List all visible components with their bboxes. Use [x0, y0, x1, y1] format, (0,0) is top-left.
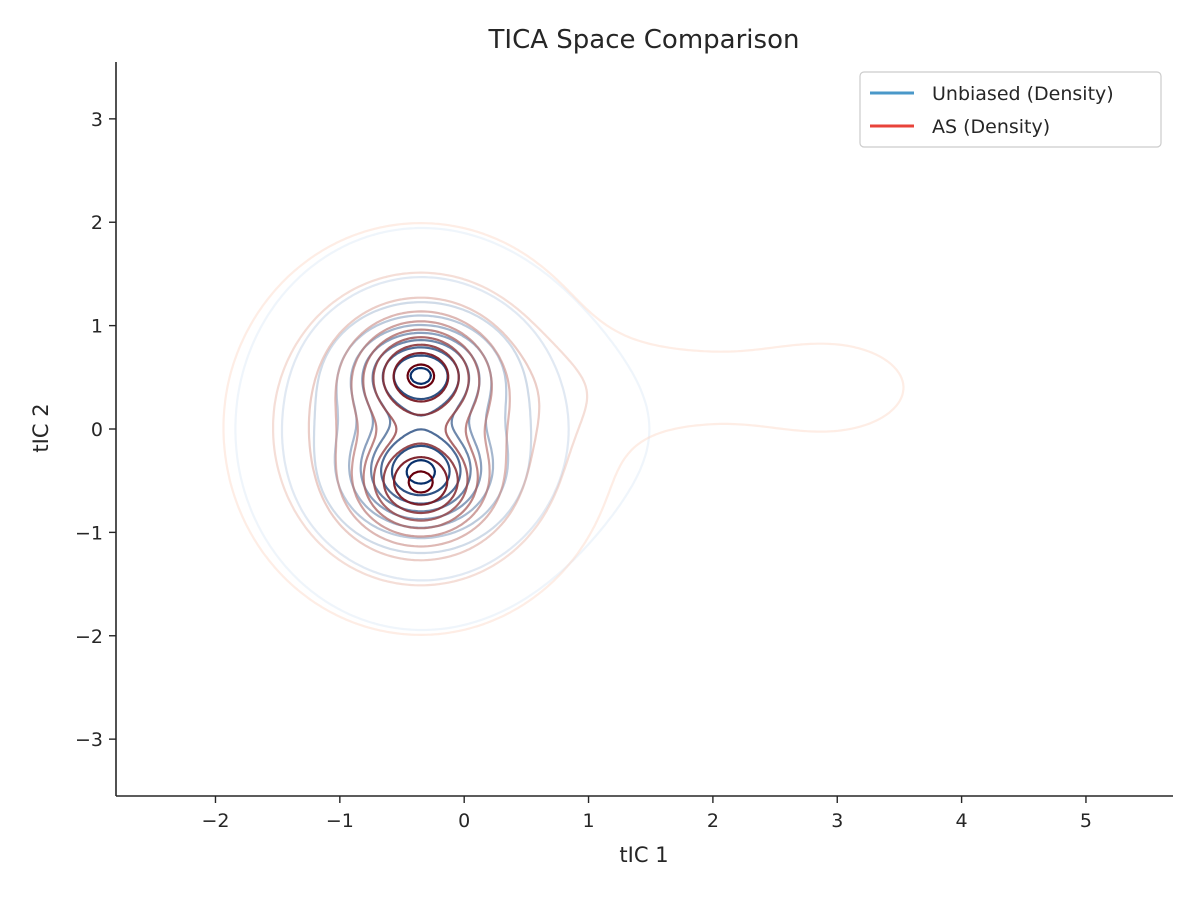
y-tick-label: −1 [75, 522, 103, 544]
x-tick-label: 2 [707, 810, 719, 832]
unbiased-contour-level-2 [280, 276, 570, 582]
legend: Unbiased (Density) AS (Density) [859, 71, 1162, 148]
as-contour-level-7 [372, 336, 470, 522]
as-contour-level-6 [362, 328, 481, 530]
x-tick-label: 1 [582, 810, 594, 832]
unbiased-contour-level-1 [234, 226, 651, 632]
x-tick-label: −1 [326, 810, 354, 832]
legend-label-unbiased: Unbiased (Density) [932, 83, 1114, 105]
x-tick-label: 5 [1080, 810, 1092, 832]
legend-label-as: AS (Density) [932, 116, 1050, 138]
as-contour-level-8 [382, 343, 460, 515]
y-tick-label: 2 [91, 212, 103, 234]
as-contour-level-1 [222, 222, 905, 636]
y-axis-label: tIC 2 [29, 403, 53, 452]
x-tick-label: 3 [831, 810, 843, 832]
contour-layer [222, 222, 905, 636]
chart-title: TICA Space Comparison [488, 25, 800, 55]
as-contour-level-3 [307, 296, 541, 562]
as-contour-level-4 [334, 310, 511, 548]
y-tick-label: −3 [75, 729, 103, 751]
unbiased-contour-level-10 [405, 366, 436, 485]
legend-frame [859, 71, 1162, 148]
x-tick-label: −2 [201, 810, 229, 832]
y-tick-label: 0 [91, 419, 103, 441]
x-tick-label: 4 [956, 810, 968, 832]
x-axis-label: tIC 1 [619, 843, 668, 867]
axes [115, 62, 1173, 797]
as-contour-level-9 [392, 351, 450, 506]
unbiased-contour-level-9 [390, 354, 451, 497]
y-tick-label: 3 [91, 109, 103, 131]
as-contour-level-2 [272, 271, 589, 587]
as-contour-level-5 [350, 320, 493, 538]
x-tick-label: 0 [458, 810, 470, 832]
y-tick-label: −2 [75, 626, 103, 648]
as-contour-level-10 [406, 363, 436, 494]
y-ticks: −3 −2 −1 0 1 2 3 [75, 109, 116, 751]
x-ticks: −2 −1 0 1 2 3 4 5 [201, 796, 1092, 832]
y-tick-label: 1 [91, 316, 103, 338]
